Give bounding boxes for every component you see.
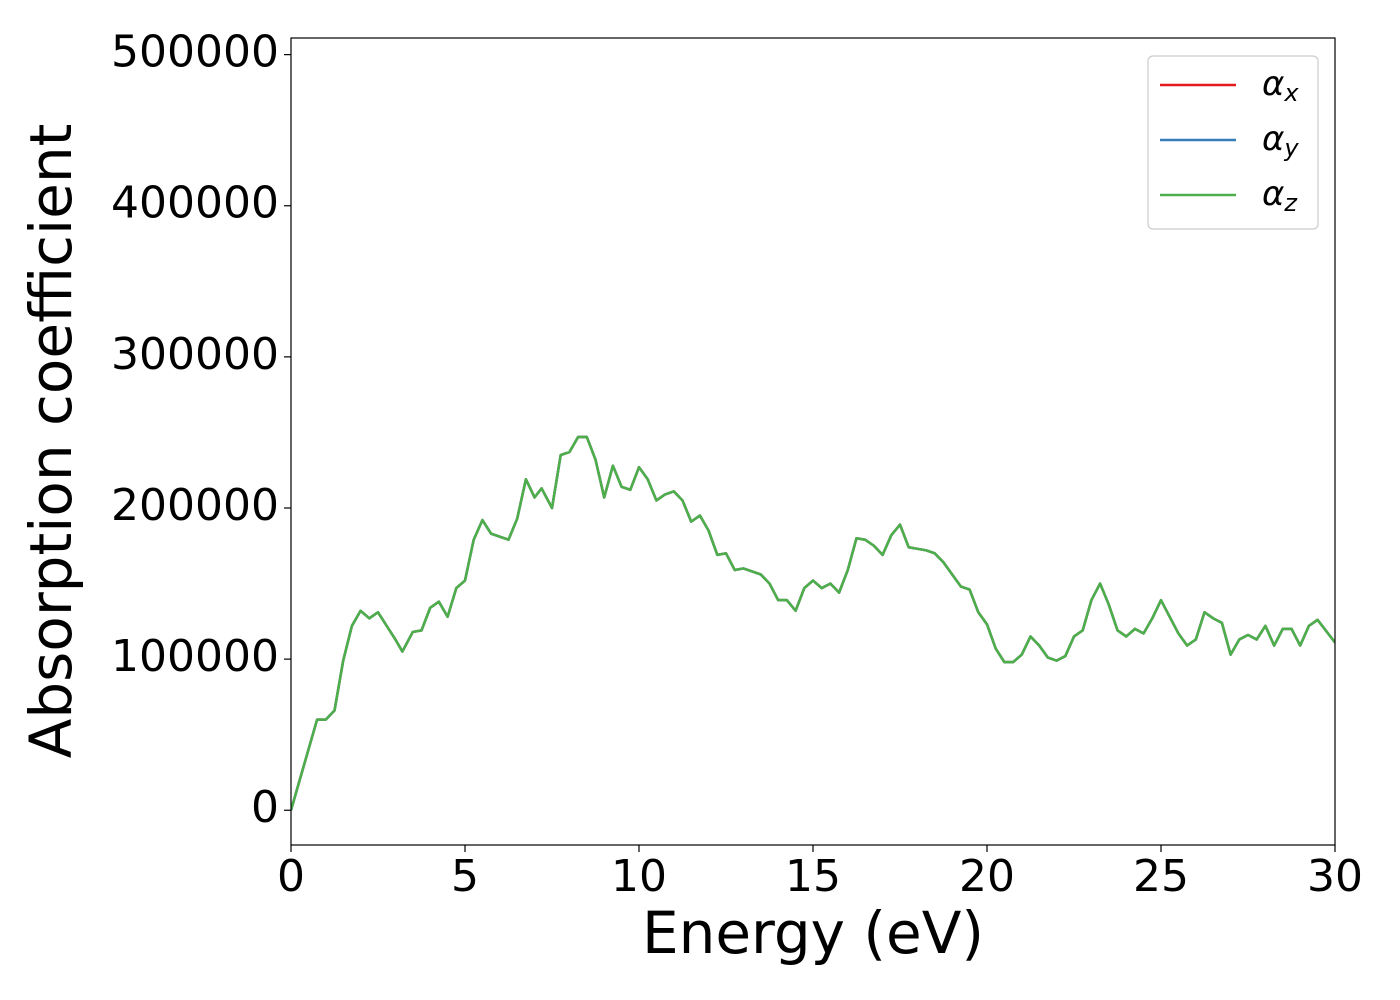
y-axis-label: Absorption coefficient — [17, 124, 85, 759]
y-tick-label: 200000 — [111, 480, 279, 531]
x-tick-label: 20 — [959, 851, 1015, 902]
x-tick-label: 15 — [785, 851, 841, 902]
plot-frame — [290, 37, 1336, 846]
y-tick-label: 500000 — [111, 27, 279, 78]
x-tick-label: 25 — [1133, 851, 1189, 902]
x-tick-label: 10 — [611, 851, 667, 902]
x-tick-label: 30 — [1307, 851, 1363, 902]
y-tick-label: 100000 — [111, 631, 279, 682]
data-line — [291, 435, 1335, 811]
x-axis-label: Energy (eV) — [642, 899, 984, 967]
x-tick-label: 0 — [277, 851, 305, 902]
y-tick-label: 400000 — [111, 178, 279, 229]
legend-box — [1147, 55, 1319, 230]
y-tick-label: 0 — [251, 782, 279, 833]
legend-label: αx — [1262, 64, 1299, 108]
data-line — [291, 435, 1335, 811]
y-tick-label: 300000 — [111, 329, 279, 380]
legend-label: αz — [1262, 174, 1298, 218]
data-line — [291, 435, 1335, 811]
x-tick-label: 5 — [451, 851, 479, 902]
legend-label: αy — [1262, 119, 1299, 163]
